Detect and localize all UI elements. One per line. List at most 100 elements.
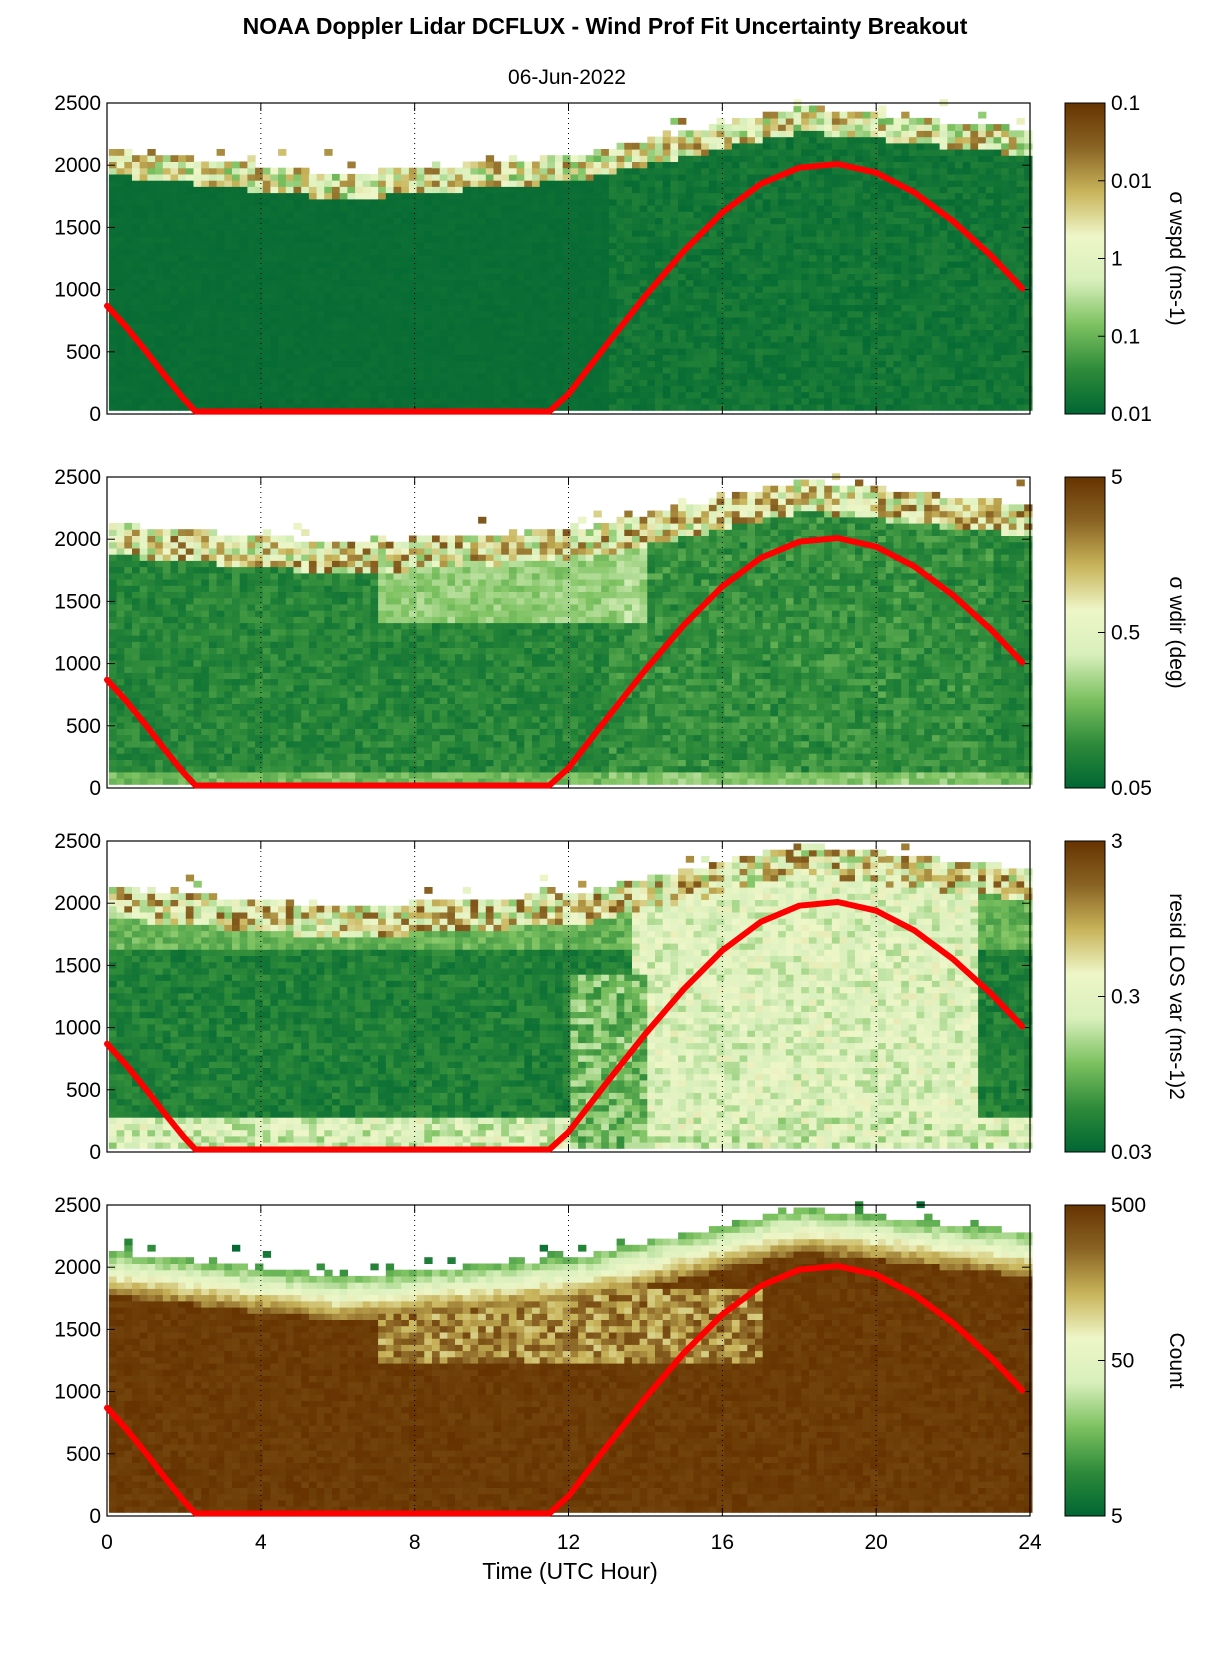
heatmap-cell bbox=[255, 391, 264, 399]
heatmap-cell bbox=[408, 279, 418, 287]
heatmap-cell bbox=[908, 124, 918, 131]
heatmap-cell bbox=[524, 323, 533, 330]
heatmap-cell bbox=[662, 292, 671, 299]
heatmap-cell bbox=[785, 155, 795, 162]
heatmap-cell bbox=[670, 180, 679, 187]
heatmap-cell bbox=[293, 261, 302, 268]
heatmap-cell bbox=[716, 217, 725, 225]
heatmap-cell bbox=[255, 198, 264, 206]
heatmap-cell bbox=[285, 372, 295, 380]
heatmap-cell bbox=[739, 372, 748, 380]
heatmap-cell bbox=[178, 298, 187, 306]
heatmap-cell bbox=[701, 372, 710, 380]
heatmap-cell bbox=[124, 155, 133, 162]
heatmap-cell bbox=[493, 242, 502, 250]
heatmap-cell bbox=[216, 186, 225, 194]
heatmap-cell bbox=[801, 105, 810, 113]
heatmap-cell bbox=[339, 236, 348, 243]
heatmap-cell bbox=[647, 136, 656, 144]
heatmap-cell bbox=[332, 192, 341, 200]
heatmap-cell bbox=[755, 385, 764, 393]
heatmap-cell bbox=[278, 180, 287, 187]
heatmap-cell bbox=[278, 354, 287, 362]
heatmap-cell bbox=[970, 298, 979, 306]
heatmap-cell bbox=[347, 354, 356, 362]
heatmap-cell bbox=[824, 229, 833, 237]
heatmap-cell bbox=[370, 366, 379, 374]
heatmap-cell bbox=[839, 155, 848, 162]
heatmap-cell bbox=[731, 229, 741, 237]
heatmap-cell bbox=[316, 217, 325, 225]
heatmap-cell bbox=[347, 223, 356, 231]
heatmap-cell bbox=[247, 205, 256, 212]
heatmap-cell bbox=[970, 254, 979, 262]
heatmap-cell bbox=[355, 317, 364, 324]
heatmap-cell bbox=[255, 223, 264, 231]
heatmap-cell bbox=[547, 229, 556, 237]
heatmap-cell bbox=[239, 254, 248, 262]
heatmap-cell bbox=[685, 254, 695, 262]
heatmap-cell bbox=[862, 161, 871, 169]
heatmap-cell bbox=[178, 335, 187, 343]
heatmap-cell bbox=[685, 379, 695, 386]
heatmap-cell bbox=[701, 180, 710, 187]
heatmap-cell bbox=[308, 223, 318, 231]
heatmap-cell bbox=[385, 310, 395, 318]
heatmap-cell bbox=[824, 279, 833, 287]
heatmap-cell bbox=[585, 391, 595, 399]
heatmap-cell bbox=[985, 211, 995, 218]
heatmap-cell bbox=[278, 404, 287, 411]
heatmap-cell bbox=[424, 229, 433, 237]
heatmap-cell bbox=[239, 167, 248, 175]
heatmap-cell bbox=[908, 136, 918, 144]
heatmap-cell bbox=[555, 354, 564, 362]
heatmap-cell bbox=[116, 155, 125, 162]
heatmap-cell bbox=[885, 335, 895, 343]
heatmap-cell bbox=[670, 285, 679, 293]
heatmap-cell bbox=[339, 292, 348, 299]
heatmap-cell bbox=[924, 261, 933, 268]
heatmap-cell bbox=[516, 242, 525, 250]
heatmap-cell bbox=[393, 223, 402, 231]
heatmap-cell bbox=[808, 167, 818, 175]
heatmap-cell bbox=[124, 186, 133, 194]
heatmap-cell bbox=[370, 261, 379, 268]
heatmap-cell bbox=[462, 180, 471, 187]
heatmap-cell bbox=[332, 404, 341, 411]
heatmap-cell bbox=[147, 372, 156, 380]
heatmap-cell bbox=[532, 372, 541, 380]
heatmap-cell bbox=[970, 341, 979, 349]
heatmap-cell bbox=[755, 348, 764, 355]
heatmap-cell bbox=[878, 217, 887, 225]
heatmap-cell bbox=[385, 323, 395, 330]
heatmap-cell bbox=[739, 149, 748, 156]
heatmap-cell bbox=[478, 198, 487, 206]
heatmap-cell bbox=[724, 130, 733, 138]
heatmap-cell bbox=[532, 335, 541, 343]
heatmap-cell bbox=[824, 329, 833, 337]
heatmap-cell bbox=[516, 348, 525, 355]
heatmap-cell bbox=[939, 155, 948, 162]
heatmap-cell bbox=[155, 248, 164, 256]
heatmap-cell bbox=[385, 186, 395, 194]
heatmap-cell bbox=[355, 273, 364, 281]
heatmap-cell bbox=[747, 292, 756, 299]
heatmap-cell bbox=[293, 205, 302, 212]
heatmap-cell bbox=[216, 180, 225, 187]
heatmap-cell bbox=[408, 292, 418, 299]
heatmap-cell bbox=[570, 285, 579, 293]
heatmap-cell bbox=[762, 161, 771, 169]
heatmap-cell bbox=[501, 397, 510, 405]
heatmap-cell bbox=[755, 404, 764, 411]
heatmap-cell bbox=[978, 372, 987, 380]
heatmap-cell bbox=[462, 335, 471, 343]
heatmap-cell bbox=[116, 329, 125, 337]
heatmap-cell bbox=[993, 136, 1002, 144]
heatmap-cell bbox=[132, 372, 141, 380]
heatmap-cell bbox=[547, 298, 556, 306]
heatmap-cell bbox=[962, 329, 971, 337]
heatmap-cell bbox=[1001, 391, 1010, 399]
heatmap-cell bbox=[185, 261, 195, 268]
heatmap-cell bbox=[831, 229, 841, 237]
heatmap-cell bbox=[247, 229, 256, 237]
